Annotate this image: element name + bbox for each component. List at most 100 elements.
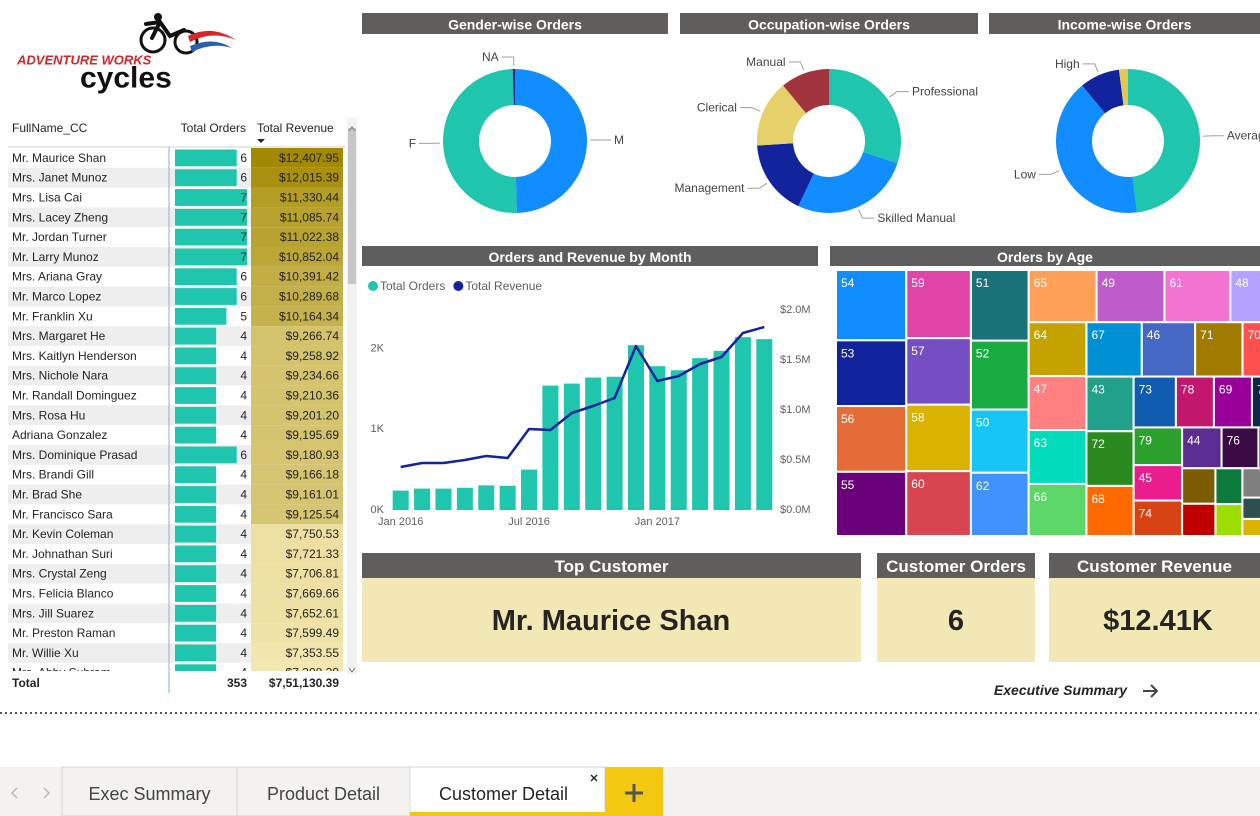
bar (521, 469, 538, 510)
visual-title: Orders and Revenue by Month (488, 249, 691, 265)
slice-label: Average (1227, 129, 1260, 143)
tab-label[interactable]: Product Detail (267, 784, 380, 804)
revenue-cell (251, 148, 343, 168)
donut-slice (515, 69, 588, 213)
revenue-cell (251, 544, 343, 564)
cell-revenue: $7,599.49 (286, 626, 340, 640)
y2-tick-label: $2.0M (780, 304, 811, 316)
nav-arrow[interactable] (1143, 684, 1159, 698)
cell-orders: 4 (240, 428, 247, 442)
slice-label: Clerical (697, 101, 737, 115)
treemap-label: 60 (911, 477, 925, 491)
treemap-cell (905, 470, 972, 538)
revenue-cell (251, 563, 343, 584)
revenue-cell (251, 484, 343, 505)
treemap-label: 64 (1034, 328, 1048, 342)
table-body: Mr. Maurice Shan 6 $12,407.95 Mrs. Janet Mu… (8, 148, 343, 671)
treemap-label: 55 (841, 478, 855, 492)
treemap-cell (1163, 269, 1232, 324)
scroll-up[interactable] (348, 126, 356, 132)
visual-title: Income-wise Orders (1058, 17, 1192, 33)
cell-name: Mr. Brad She (12, 488, 82, 502)
tab-scroll-left[interactable] (10, 787, 18, 799)
slice-label: Manual (746, 55, 785, 69)
bar (435, 488, 452, 510)
logo-wheel (173, 29, 199, 55)
treemap: 54 53 56 55 59 57 58 60 51 52 50 62 65 49 61 48 64 47 63 66… (835, 269, 1260, 538)
treemap-label: 44 (1187, 433, 1201, 447)
cell-name: Mrs. Lacey Zheng (12, 210, 108, 224)
donut-slice (1118, 69, 1128, 106)
cell-name: Mr. Randall Dominguez (12, 389, 137, 403)
revenue-cell (251, 346, 343, 366)
cell-name: Mrs. Nichole Nara (12, 369, 108, 383)
total-revenue: $7,51,130.39 (269, 676, 339, 690)
y2-tick-label: $1.5M (780, 354, 811, 366)
scrollbar-thumb[interactable] (348, 128, 356, 284)
treemap-cell (1085, 321, 1143, 378)
tab-label[interactable]: Exec Summary (88, 784, 210, 804)
orders-bar (175, 604, 217, 622)
treemap-label: 65 (1034, 276, 1048, 290)
cell-name: Mrs. Kaitlyn Henderson (12, 349, 137, 363)
tab[interactable] (236, 766, 411, 816)
cell-orders: 4 (240, 626, 247, 640)
donut-slice (798, 152, 898, 214)
treemap-label: 48 (1235, 276, 1249, 290)
cell-revenue: $10,391.42 (279, 270, 339, 284)
donut-slice (829, 69, 901, 164)
revenue-cell (251, 385, 343, 406)
column-header: FullName_CC (12, 121, 88, 135)
bar (756, 339, 773, 510)
visual-header (830, 246, 1260, 266)
slice-label: Management (674, 181, 745, 195)
tab[interactable] (61, 766, 238, 816)
scroll-down[interactable] (348, 667, 356, 673)
revenue-cell (251, 623, 343, 643)
cell-name: Mr. Willie Xu (12, 646, 79, 660)
treemap-label: 54 (841, 276, 855, 290)
bar (734, 337, 751, 510)
leader-line (858, 209, 875, 219)
orders-bar (175, 446, 237, 464)
logo-brand: ADVENTURE WORKS (16, 53, 152, 68)
legend-marker (453, 281, 464, 291)
tab[interactable] (409, 766, 606, 816)
cell-name: Mrs. Felicia Blanco (12, 587, 114, 601)
tab-close[interactable] (590, 774, 598, 782)
cell-orders: 6 (240, 290, 247, 304)
cell-orders: 4 (240, 606, 247, 620)
bar (585, 377, 602, 510)
cell-name: Mrs. Dominique Prasad (12, 448, 137, 462)
donut-slice (1056, 85, 1138, 213)
scrollbar-track[interactable] (347, 118, 357, 674)
treemap-cell (1214, 503, 1244, 537)
tab-label[interactable]: Customer Detail (439, 784, 568, 804)
treemap-label: 76 (1227, 433, 1241, 447)
cell-orders: 6 (240, 171, 247, 185)
y-tick-label: 2K (371, 342, 385, 354)
orders-bar (175, 486, 217, 503)
cell-orders: 4 (240, 507, 247, 521)
orders-bar (175, 644, 217, 662)
orders-bar (175, 585, 217, 602)
cell-orders: 4 (240, 567, 247, 581)
card-value: Mr. Maurice Shan (492, 605, 731, 637)
treemap-label: 45 (1139, 471, 1153, 485)
leader-line (739, 107, 761, 112)
total-orders: 353 (227, 676, 247, 690)
cell-orders: 7 (240, 230, 247, 244)
cell-name: Mr. Jordan Turner (12, 230, 107, 244)
treemap-cell (905, 337, 972, 406)
tab-scroll-right[interactable] (43, 787, 51, 799)
nav-link-text[interactable]: Executive Summary (994, 682, 1128, 698)
logo-swoosh (190, 41, 232, 52)
nav-link[interactable]: Executive Summary (994, 682, 1159, 698)
slice-label: Low (1014, 167, 1036, 181)
add-icon[interactable] (625, 784, 643, 802)
cell-orders: 4 (240, 389, 247, 403)
cell-revenue: $10,852.04 (279, 250, 339, 264)
legend-label: Total Orders (380, 279, 445, 293)
treemap-label: 68 (1091, 492, 1105, 506)
revenue-cell (251, 187, 343, 208)
